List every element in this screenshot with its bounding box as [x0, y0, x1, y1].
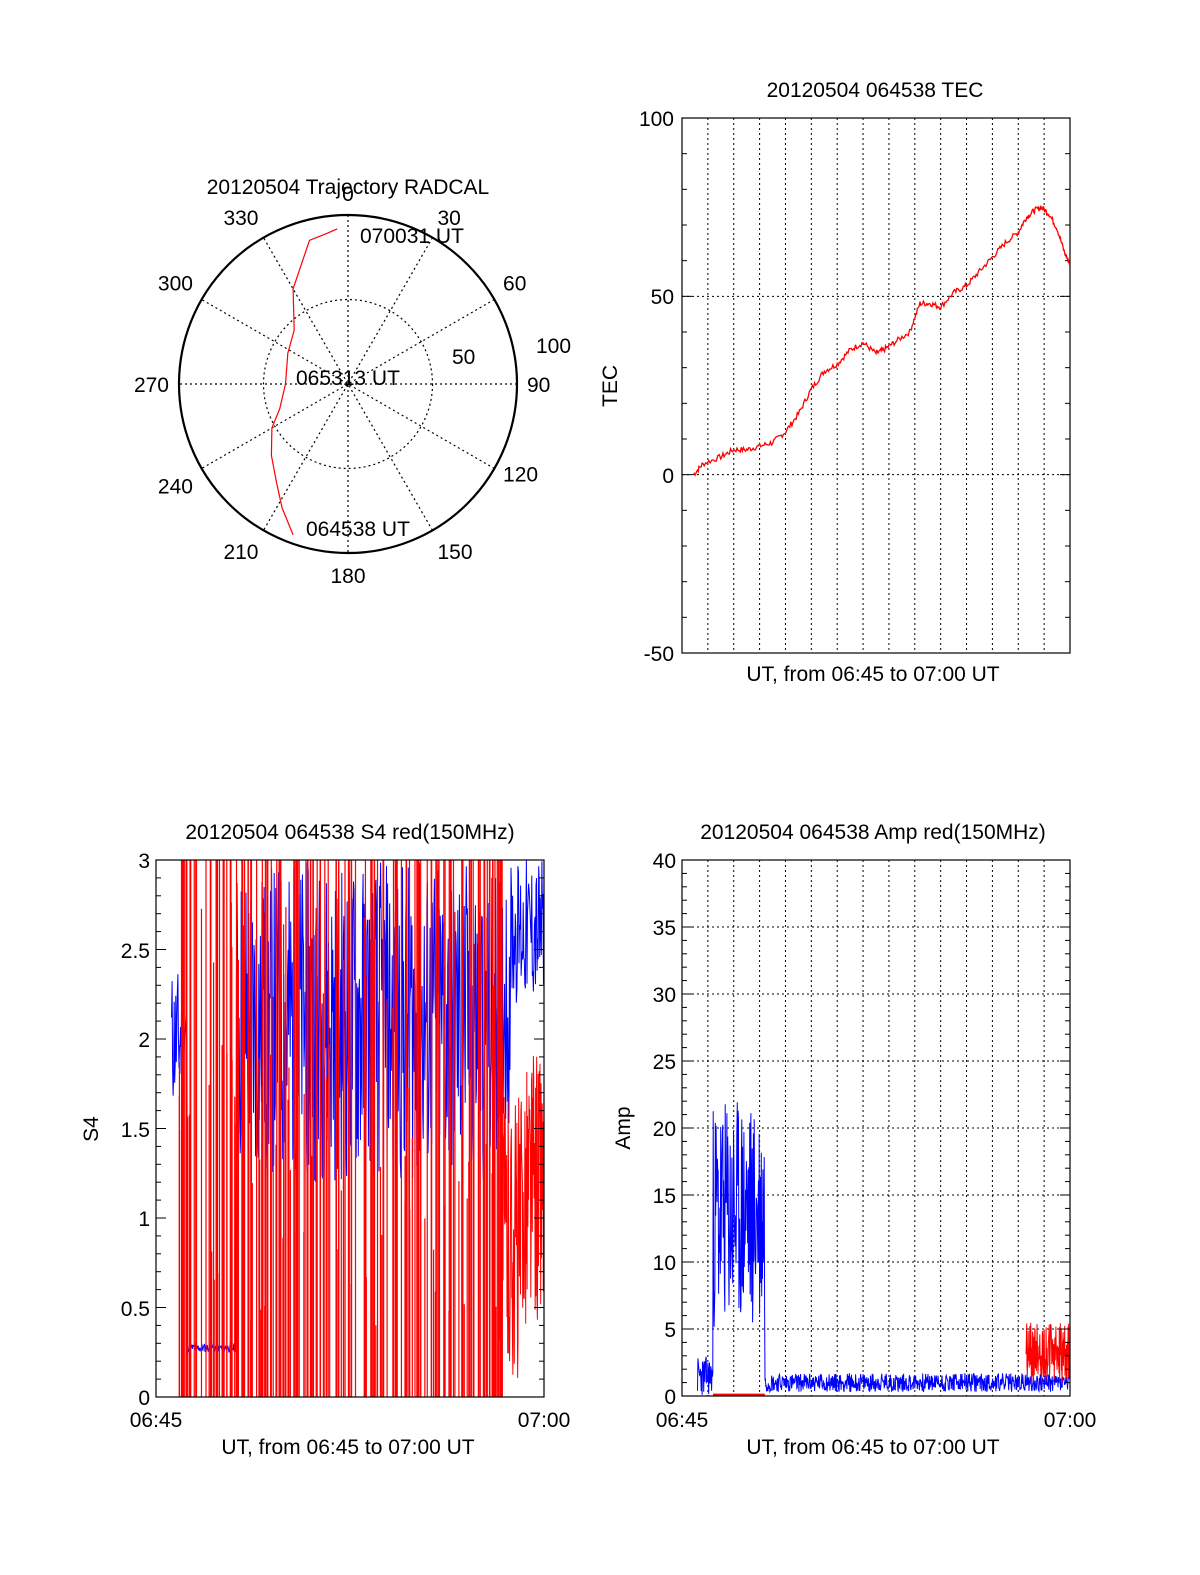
amp-plot-frame — [681, 859, 1071, 1397]
polar-angle-label: 180 — [330, 565, 365, 588]
tec-series-line — [693, 204, 1071, 477]
tec-ytick-minus50: -50 — [644, 643, 674, 666]
polar-angle-label: 60 — [503, 273, 526, 296]
amp-ytick-30: 30 — [653, 984, 676, 1007]
s4-title: 20120504 064538 S4 red(150MHz) — [185, 821, 514, 844]
tec-ytick-0: 0 — [662, 465, 674, 488]
trajectory-mid-label: 065313 UT — [296, 367, 400, 390]
tec-ytick-100: 100 — [639, 108, 674, 131]
amp-xtick-end: 07:00 — [1044, 1409, 1097, 1432]
tec-panel: 20120504 064538 TEC 100 50 0 -50 TEC UT,… — [599, 79, 1071, 686]
tec-ticks — [682, 117, 1070, 654]
amp-xlabel: UT, from 06:45 to 07:00 UT — [746, 1436, 999, 1459]
polar-spoke — [201, 298, 495, 470]
s4-ytick-0: 0 — [138, 1387, 150, 1410]
polar-inner-circle — [262, 298, 434, 470]
amp-xtick-start: 06:45 — [656, 1409, 709, 1432]
polar-spoke — [201, 298, 495, 470]
amp-ylabel: Amp — [612, 1106, 635, 1149]
polar-spoke — [262, 237, 434, 531]
polar-title: 20120504 Trajectory RADCAL — [207, 176, 490, 199]
tec-ylabel: TEC — [599, 365, 622, 407]
s4-xtick-start: 06:45 — [130, 1409, 183, 1432]
amp-ytick-35: 35 — [653, 917, 676, 940]
polar-angle-label: 90 — [527, 374, 550, 397]
s4-ytick-2.5: 2.5 — [121, 940, 150, 963]
polar-grid — [179, 215, 517, 553]
amp-ytick-10: 10 — [653, 1252, 676, 1275]
tec-title: 20120504 064538 TEC — [767, 79, 984, 102]
trajectory-end-label: 070031 UT — [360, 225, 464, 248]
s4-ytick-0.5: 0.5 — [121, 1298, 150, 1321]
amp-ytick-20: 20 — [653, 1118, 676, 1141]
trajectory-line — [270, 228, 338, 536]
polar-outer-circle — [177, 213, 519, 555]
s4-ytick-1.5: 1.5 — [121, 1119, 150, 1142]
trajectory-start-label: 064538 UT — [306, 518, 410, 541]
s4-xtick-end: 07:00 — [518, 1409, 571, 1432]
s4-ytick-2: 2 — [138, 1029, 150, 1052]
amp-series — [697, 1102, 1071, 1396]
amp-grid — [682, 860, 1070, 1396]
polar-angle-label: 120 — [503, 464, 538, 487]
polar-angle-labels: 0 30 60 90 120 150 180 210 240 270 300 330 — [134, 183, 550, 588]
polar-radius-label-100: 100 — [536, 335, 571, 358]
s4-ticks — [156, 859, 544, 1398]
polar-radius-label-50: 50 — [452, 346, 475, 369]
amp-ytick-25: 25 — [653, 1051, 676, 1074]
amp-ytick-5: 5 — [664, 1319, 676, 1342]
polar-angle-label: 30 — [438, 207, 461, 230]
s4-red-tail — [499, 1055, 545, 1378]
polar-angle-label: 300 — [158, 273, 193, 296]
polar-spoke — [262, 237, 434, 531]
s4-xlabel: UT, from 06:45 to 07:00 UT — [221, 1436, 474, 1459]
s4-blue-series — [171, 860, 545, 1353]
amp-ytick-15: 15 — [653, 1185, 676, 1208]
polar-angle-label: 330 — [223, 207, 258, 230]
amp-blue-series — [697, 1102, 1071, 1395]
s4-panel: 20120504 064538 S4 red(150MHz) 3 2.5 2 1… — [80, 821, 570, 1459]
s4-ytick-3: 3 — [138, 850, 150, 873]
amp-title: 20120504 064538 Amp red(150MHz) — [700, 821, 1046, 844]
polar-angle-label: 150 — [438, 541, 473, 564]
s4-ylabel: S4 — [80, 1116, 103, 1142]
amp-ytick-40: 40 — [653, 850, 676, 873]
polar-angle-label: 270 — [134, 374, 169, 397]
polar-angle-label: 240 — [158, 476, 193, 499]
amp-red-tail — [1025, 1322, 1071, 1383]
tec-ytick-50: 50 — [651, 286, 674, 309]
s4-series — [171, 860, 545, 1397]
amp-ticks — [682, 859, 1070, 1397]
polar-angle-label: 210 — [223, 541, 258, 564]
tec-plot-frame — [681, 117, 1071, 654]
polar-angle-label: 0 — [342, 183, 354, 206]
s4-ytick-1: 1 — [138, 1208, 150, 1231]
tec-xlabel: UT, from 06:45 to 07:00 UT — [746, 663, 999, 686]
amp-ytick-0: 0 — [664, 1386, 676, 1409]
polar-panel: 20120504 Trajectory RADCAL 0 30 60 90 120 150… — [134, 176, 571, 588]
amp-panel: 20120504 064538 Amp red(150MHz) 40 35 30… — [612, 821, 1096, 1459]
tec-grid — [682, 118, 1070, 653]
